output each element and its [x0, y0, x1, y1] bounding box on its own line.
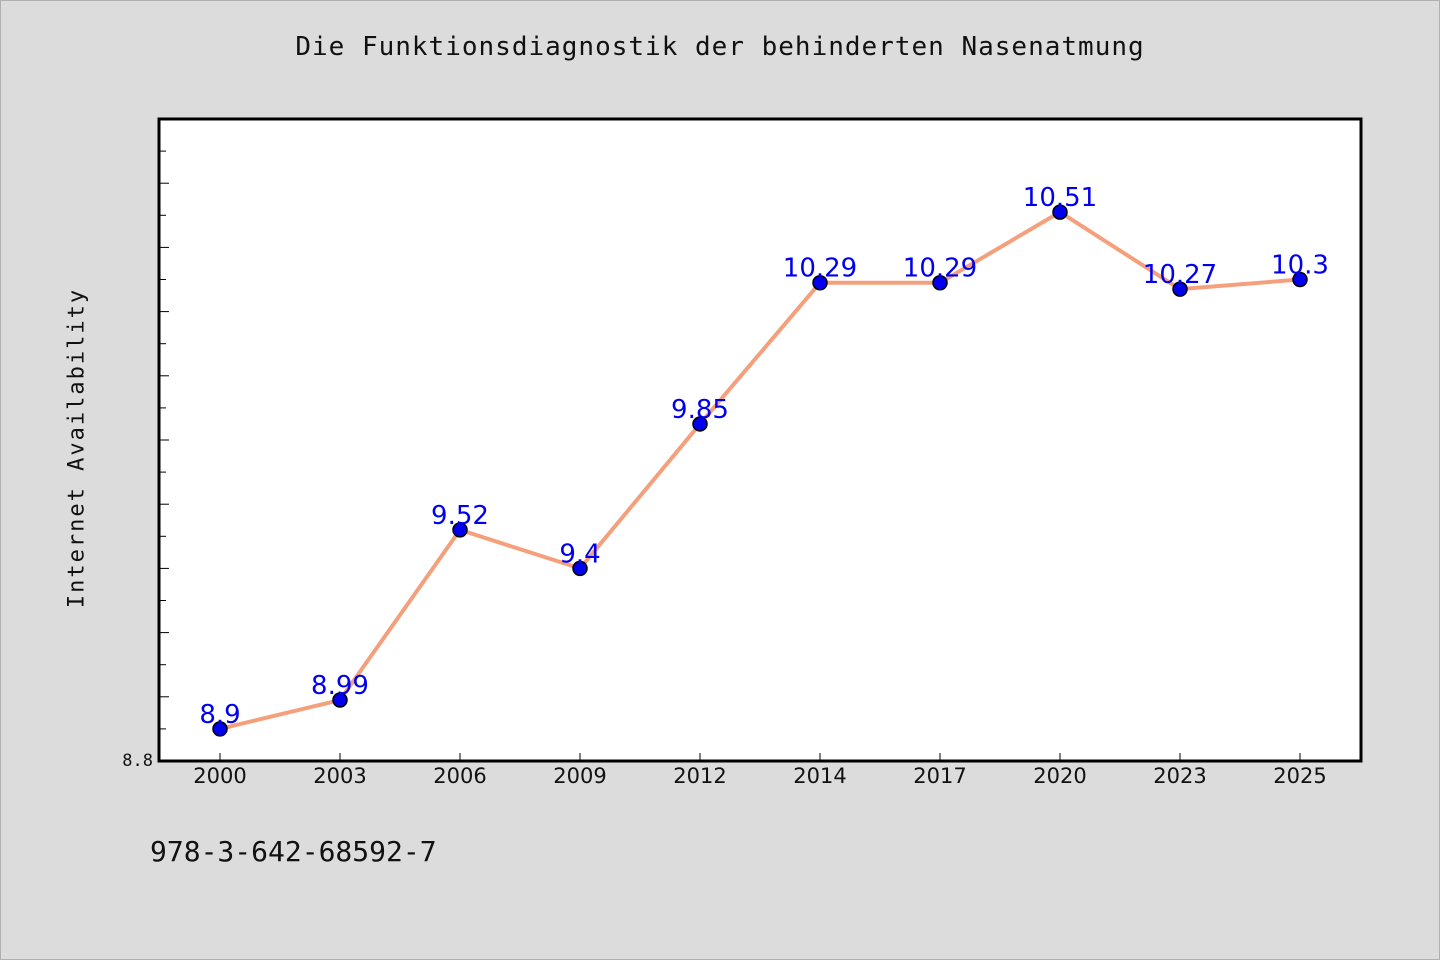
- x-tick-label: 2017: [913, 764, 966, 788]
- data-point: [332, 692, 348, 708]
- data-label: 10.29: [783, 254, 857, 284]
- data-point: [452, 522, 468, 538]
- data-point: [1292, 271, 1308, 288]
- data-label: 10.51: [1023, 183, 1097, 213]
- data-point: [1052, 204, 1068, 220]
- series-line: [218, 210, 1302, 731]
- data-label: 8.9: [199, 700, 240, 730]
- data-label: 9.85: [671, 395, 729, 425]
- y-axis-ticks: 8.8: [122, 150, 169, 771]
- x-tick-label: 2014: [793, 764, 846, 788]
- data-point: [212, 721, 228, 737]
- data-point: [1172, 281, 1188, 297]
- y-tick-label: 8.8: [122, 751, 153, 771]
- x-tick-label: 2000: [193, 764, 246, 788]
- x-tick-label: 2023: [1153, 764, 1206, 788]
- x-tick-label: 2012: [673, 764, 726, 788]
- x-tick-label: 2003: [313, 764, 366, 788]
- data-label: 9.4: [559, 539, 600, 569]
- data-label: 9.52: [431, 501, 489, 531]
- x-tick-label: 2025: [1273, 764, 1326, 788]
- footer-code: 978-3-642-68592-7: [150, 835, 437, 868]
- data-point: [692, 416, 708, 432]
- x-tick-label: 2009: [553, 764, 606, 788]
- series-group: 8.9 8.99 9.52 9.4 9.85 10.29 10.29 10.51 10.27 10…: [199, 183, 1329, 737]
- plot-area: [157, 117, 1363, 763]
- x-tick-label: 2020: [1033, 764, 1086, 788]
- data-label: 8.99: [311, 671, 369, 701]
- data-label: 10.29: [903, 254, 977, 284]
- chart-title: Die Funktionsdiagnostik der behinderten …: [295, 32, 1145, 62]
- x-axis-ticks: 2000 2003 2006 2009 2012 2014 2017 2020 2023 2025: [193, 753, 1327, 788]
- data-point: [572, 560, 588, 577]
- x-tick-label: 2006: [433, 764, 486, 788]
- data-label: 10.3: [1271, 251, 1329, 281]
- data-label: 10.27: [1143, 260, 1217, 290]
- data-point: [812, 274, 828, 291]
- data-point: [932, 274, 948, 291]
